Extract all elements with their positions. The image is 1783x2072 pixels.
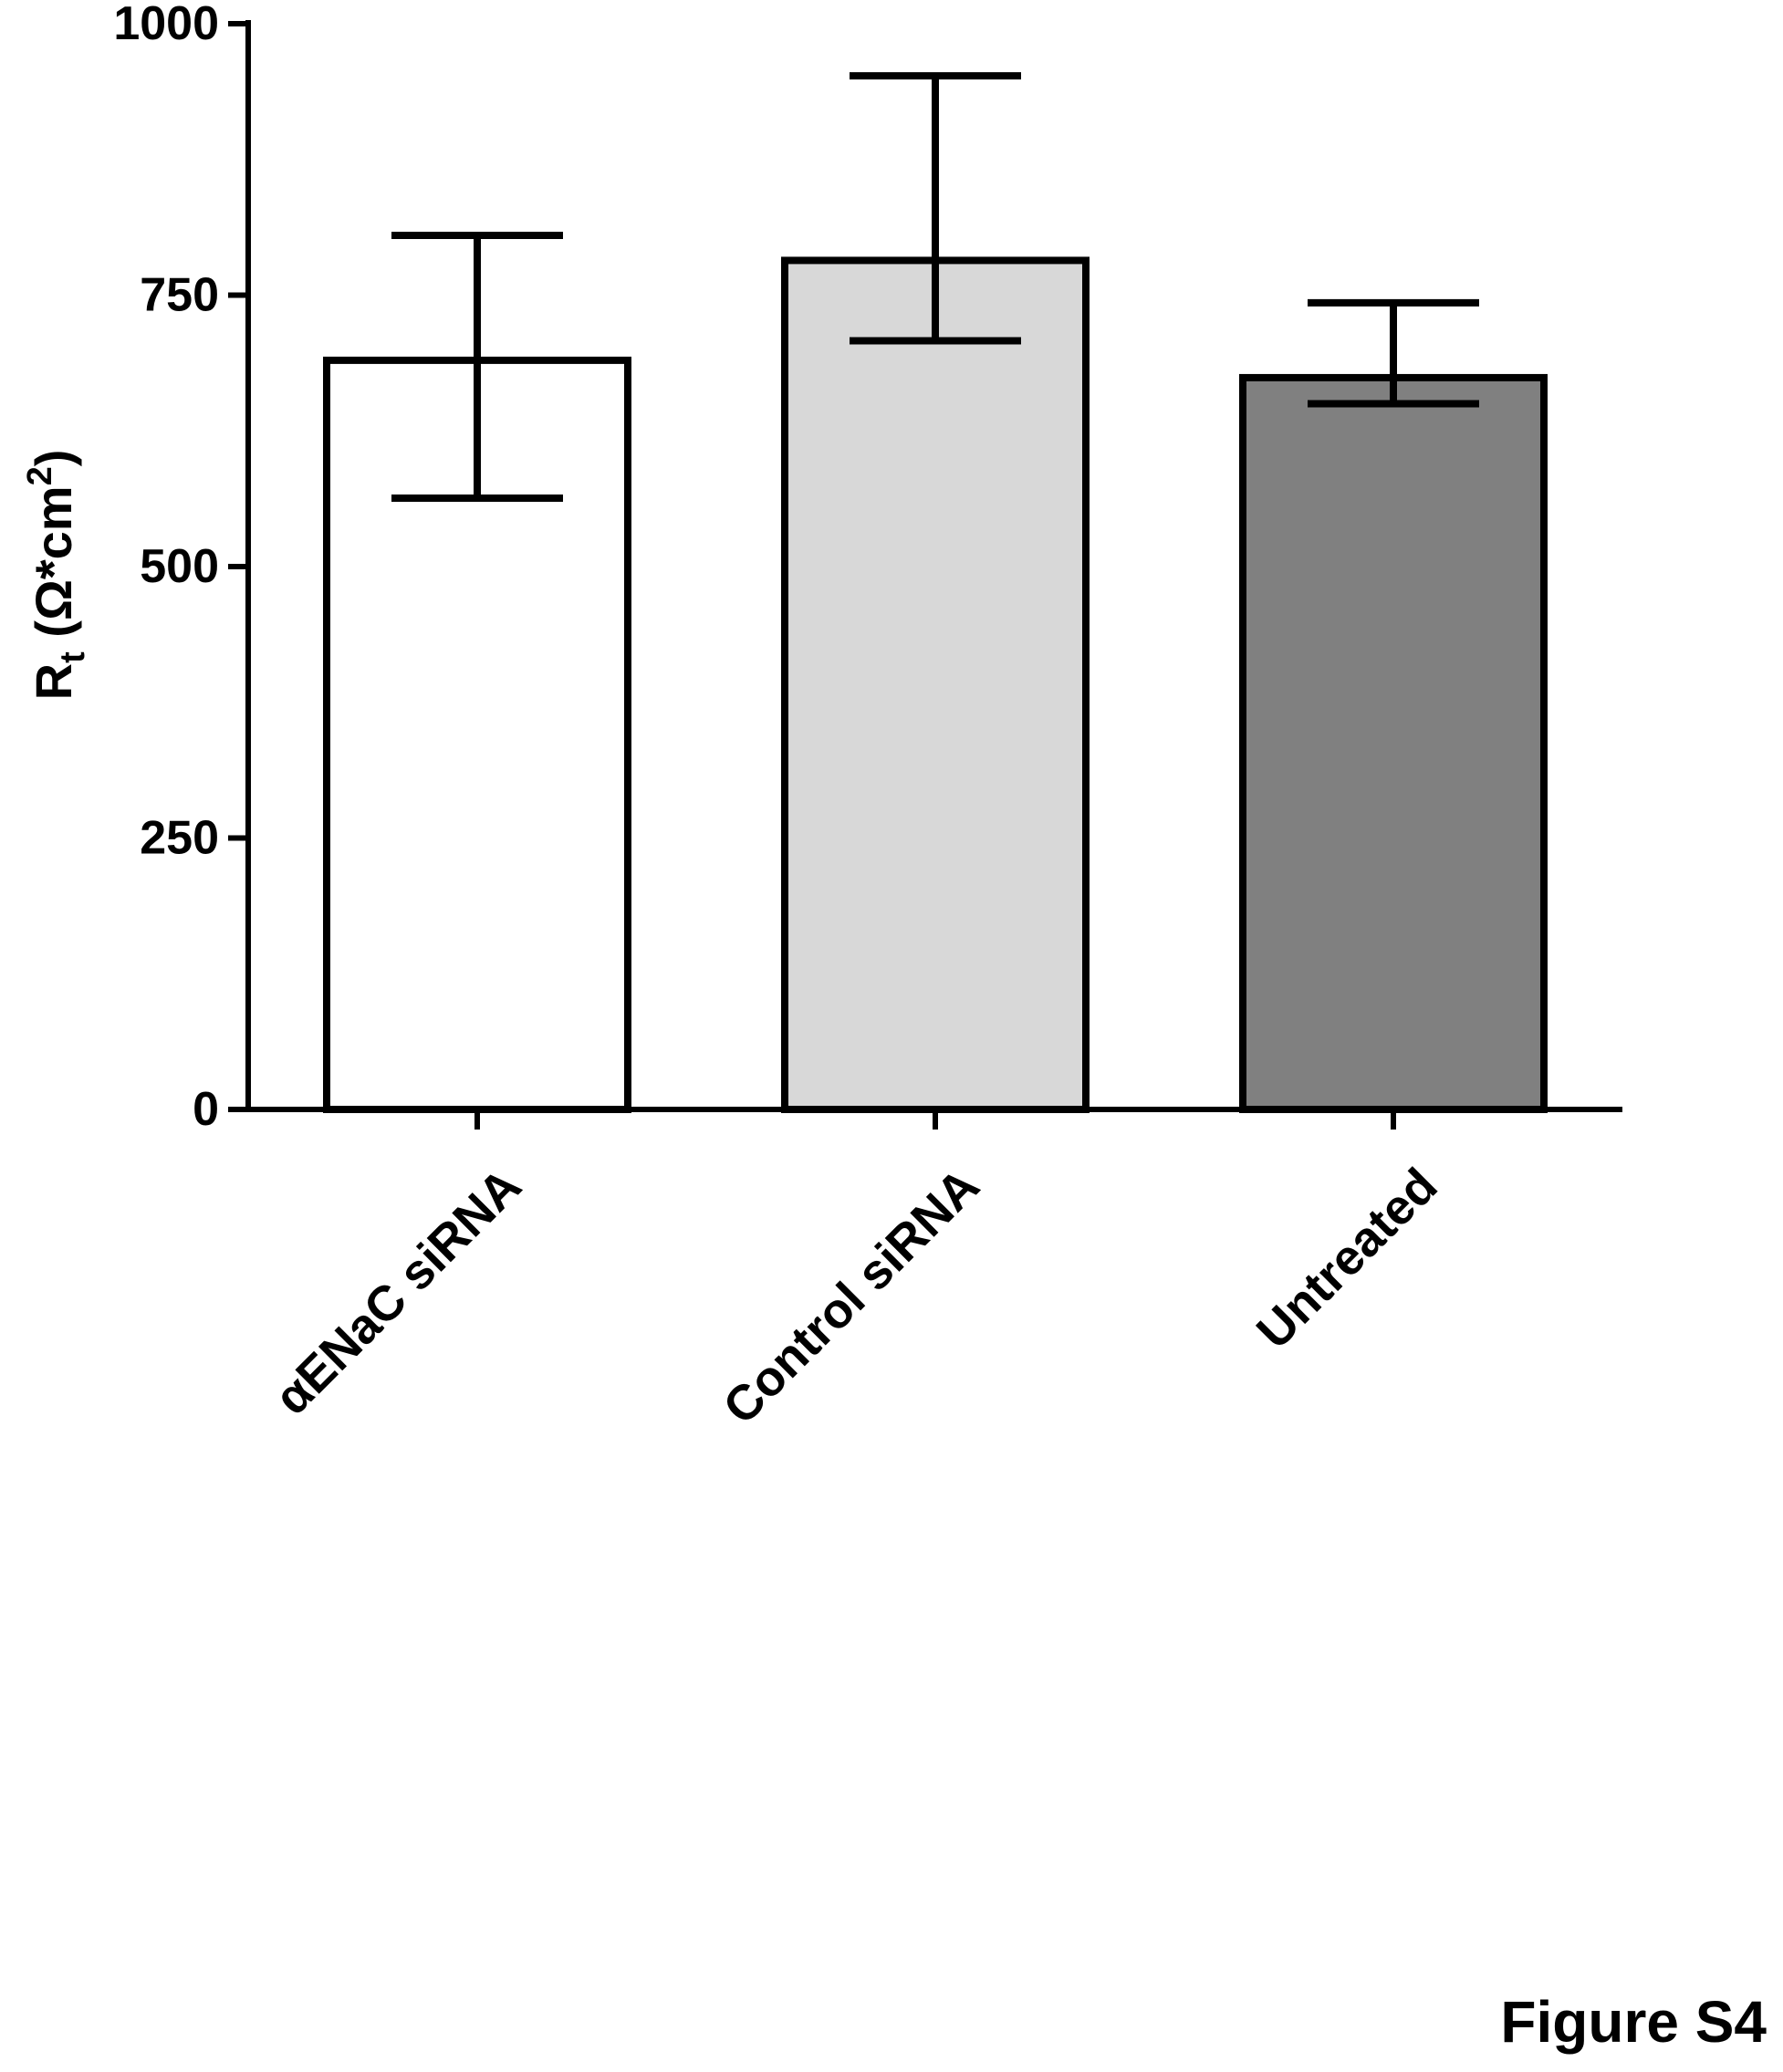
bar [781,256,1090,1114]
axes [228,20,1622,1130]
y-axis-title-unit: (Ω*cm [25,485,82,651]
y-axis-title-superscript: 2 [21,466,59,485]
y-tick-label: 1000 [113,0,219,50]
x-tick-label: Untreated [1246,1158,1448,1359]
bars [323,256,1548,1114]
bar [1239,373,1548,1113]
y-tick-label: 0 [193,1083,219,1136]
y-axis-title-close: ) [25,450,82,467]
y-axis-title-main: R [25,663,82,700]
bar-chart: αENaC siRNA Control siRNA Untreated 0 250 500… [21,0,1622,1435]
x-tick-label: αENaC siRNA [265,1158,532,1425]
y-tick-label: 250 [140,812,219,865]
error-bars [391,72,1479,503]
figure-label: Figure S4 [1500,1989,1767,2055]
y-axis-title: Rt (Ω*cm2) [21,450,92,701]
x-tick-label: Control siRNA [713,1158,989,1434]
y-axis-title-subscript: t [54,651,92,663]
y-tick-label: 500 [140,540,219,593]
y-tick-label: 750 [140,269,219,322]
